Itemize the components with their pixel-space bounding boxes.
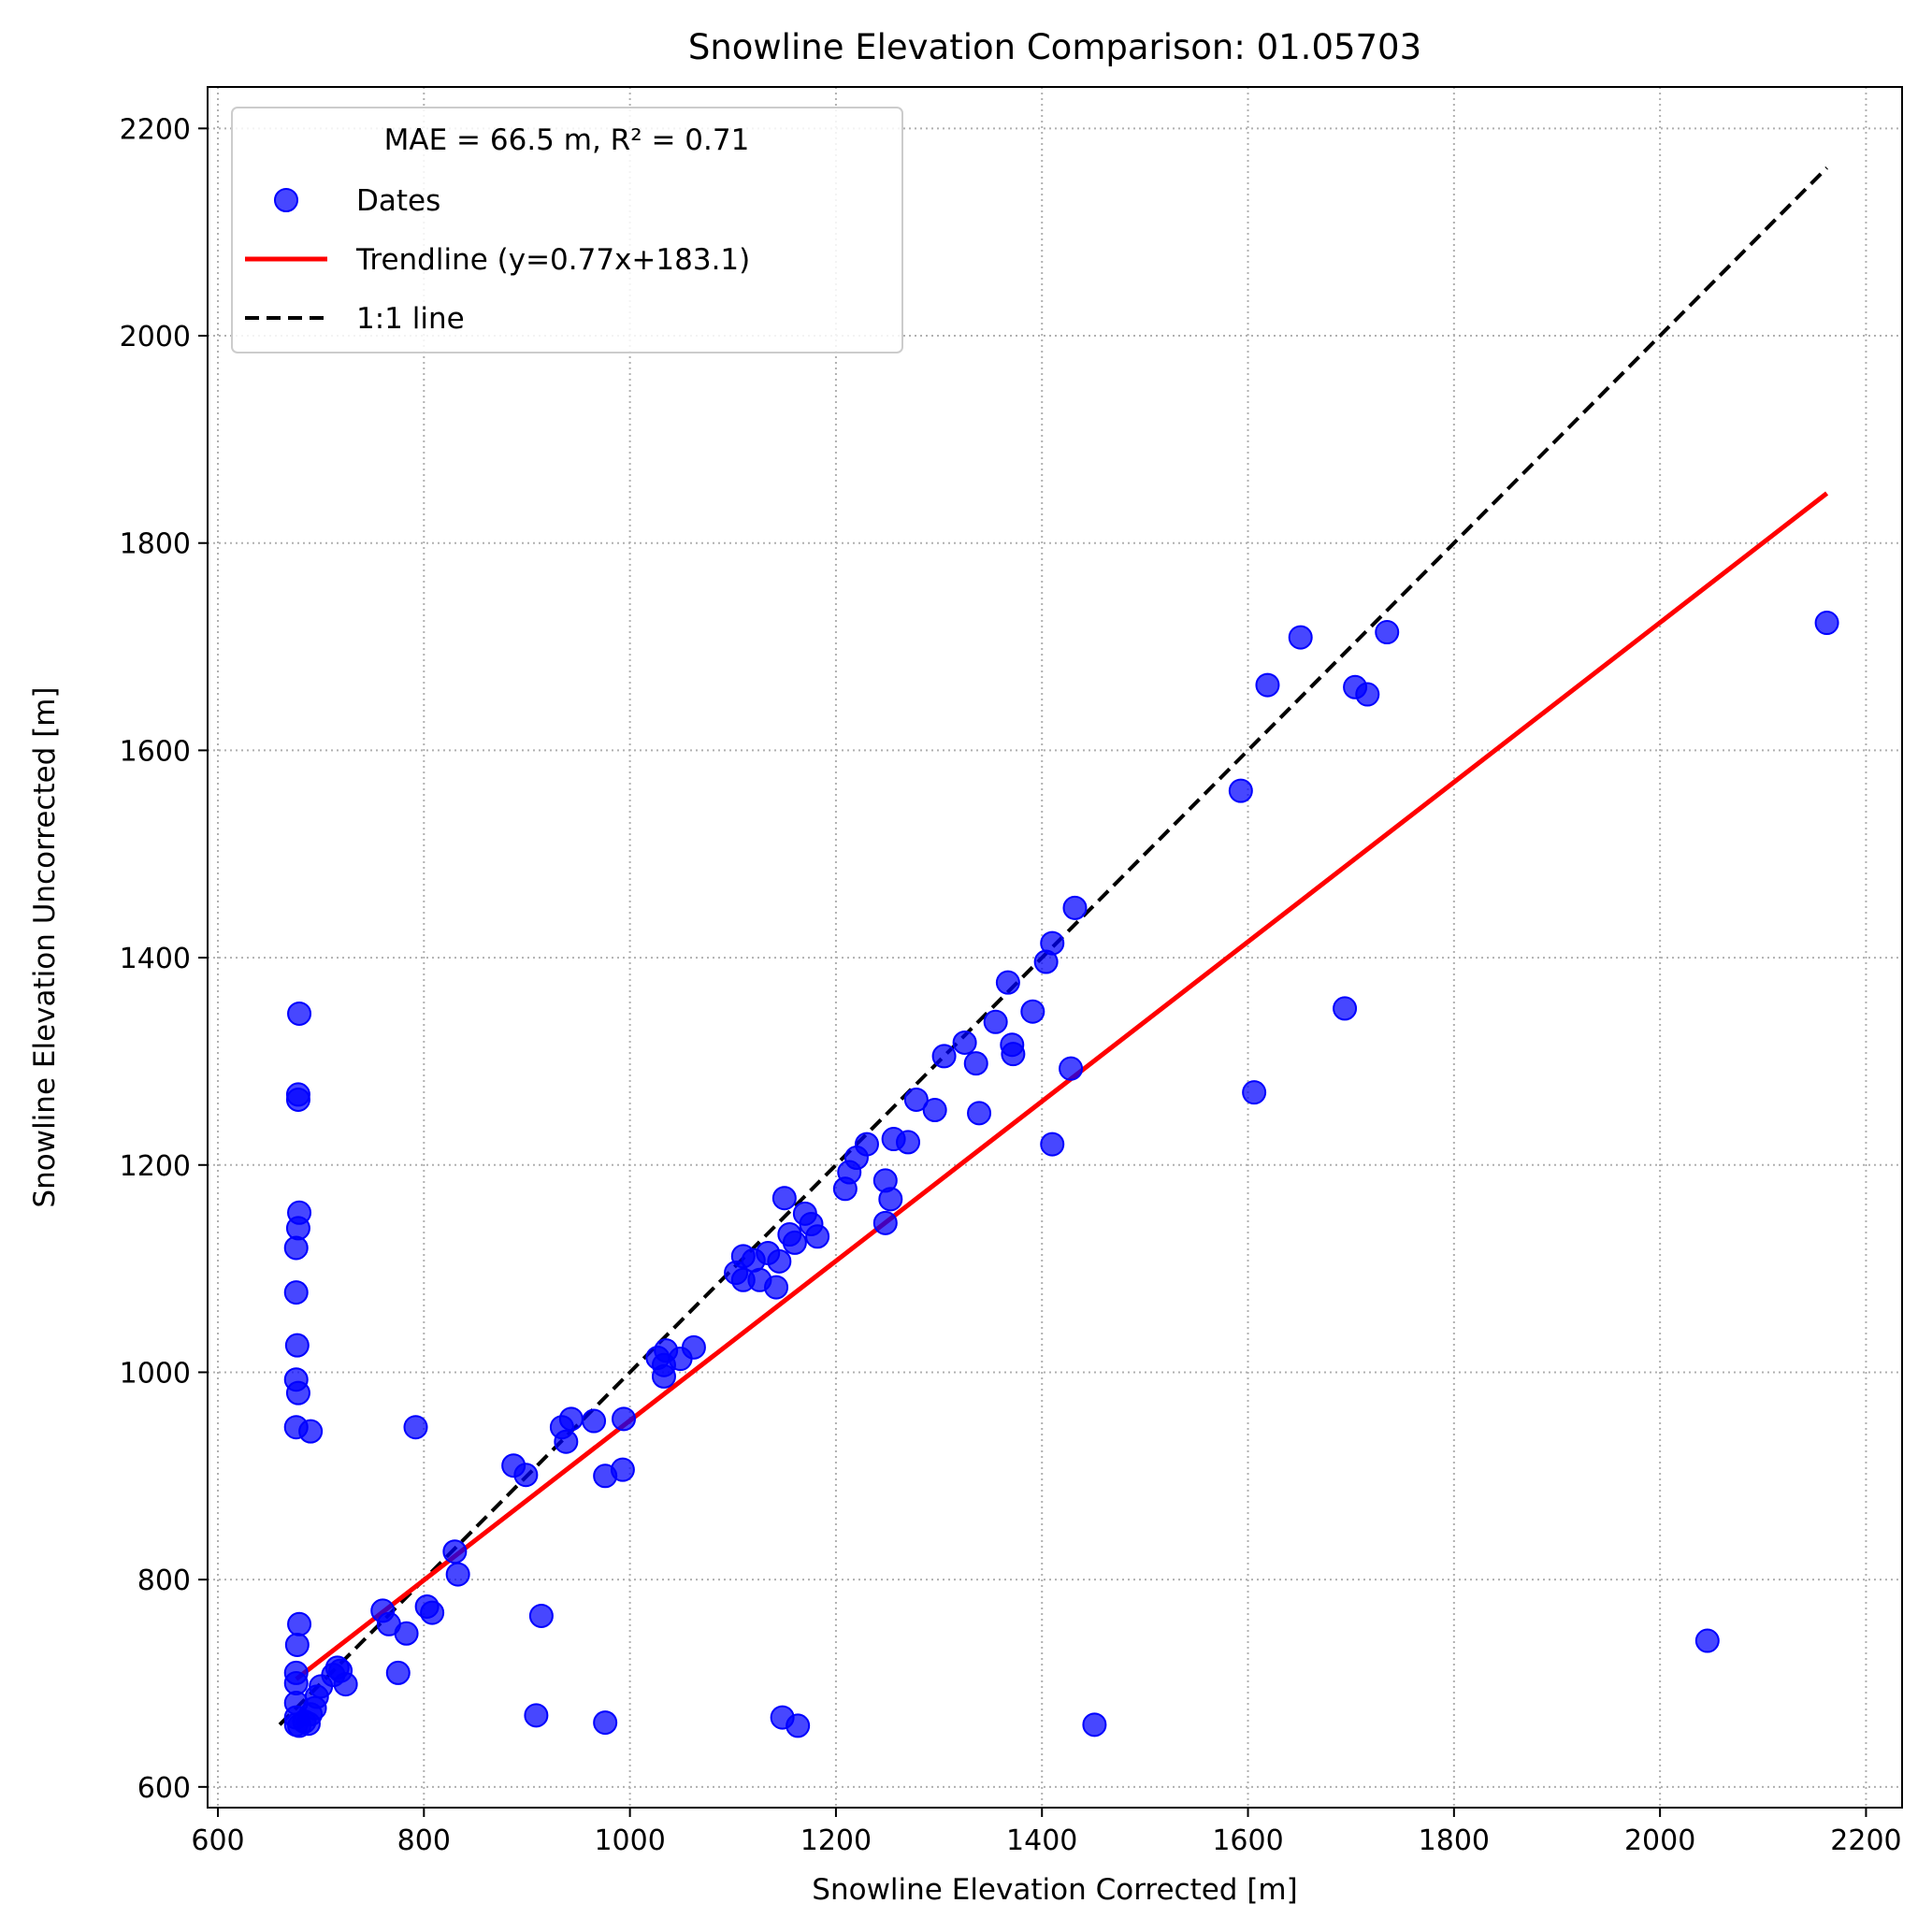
data-point (983, 1009, 1008, 1034)
data-point (284, 1333, 310, 1358)
x-tick-label: 2000 (1624, 1824, 1695, 1857)
data-point (922, 1098, 947, 1123)
data-point (1333, 996, 1358, 1021)
legend: MAE = 66.5 m, R² = 0.71 Dates Trendline … (231, 107, 903, 353)
x-tick-label: 1200 (800, 1824, 872, 1857)
data-point (681, 1334, 706, 1360)
y-tick-label: 1000 (120, 1357, 191, 1390)
data-point (612, 1406, 637, 1432)
data-point (442, 1539, 468, 1564)
data-point (285, 1380, 310, 1406)
data-point (764, 1275, 789, 1300)
y-tick-label: 2000 (120, 321, 191, 353)
data-point (878, 1187, 903, 1212)
trendline (295, 491, 1829, 1681)
data-point (1040, 930, 1065, 956)
x-tick-label: 1400 (1006, 1824, 1077, 1857)
data-point (287, 1001, 312, 1026)
y-axis-ticks: 600 800 1000 1200 1400 1600 1800 2000 2200 (120, 113, 208, 1805)
trendline-layer (295, 491, 1829, 1681)
data-point (771, 1186, 797, 1211)
data-point (445, 1562, 470, 1587)
y-tick-label: 600 (137, 1772, 191, 1805)
data-point (1255, 672, 1280, 698)
data-point (385, 1660, 411, 1685)
data-point (287, 1611, 312, 1636)
data-point (1242, 1080, 1267, 1105)
data-point (1694, 1628, 1720, 1653)
y-tick-label: 1600 (120, 735, 191, 768)
legend-box (231, 107, 903, 353)
data-point (767, 1248, 792, 1274)
y-tick-label: 1800 (120, 528, 191, 561)
x-tick-label: 2200 (1830, 1824, 1901, 1857)
data-points (283, 611, 1839, 1738)
data-point (1375, 620, 1400, 645)
x-axis-title: Snowline Elevation Corrected [m] (812, 1873, 1297, 1907)
data-point (903, 1087, 929, 1112)
data-point (931, 1044, 957, 1069)
plot-area-frame (207, 86, 1903, 1809)
y-tick-label: 1400 (120, 943, 191, 975)
data-point (554, 1429, 579, 1454)
legend-label-dates: Dates (356, 184, 440, 218)
x-tick-label: 1000 (594, 1824, 665, 1857)
data-point (1082, 1712, 1107, 1737)
y-tick-label: 2200 (120, 113, 191, 146)
data-point (1001, 1042, 1026, 1067)
data-point (1288, 625, 1313, 650)
data-point (1814, 611, 1839, 636)
data-point (1059, 1056, 1084, 1081)
data-point (967, 1101, 992, 1126)
data-point (786, 1713, 811, 1738)
data-point (952, 1030, 977, 1055)
data-point (995, 970, 1020, 995)
y-tick-label: 1200 (120, 1150, 191, 1183)
data-point (872, 1210, 898, 1235)
data-point (403, 1415, 428, 1440)
data-point (298, 1419, 324, 1444)
data-point (854, 1132, 879, 1157)
legend-marker-dates (274, 188, 298, 212)
data-point (896, 1130, 921, 1155)
chart-title: Snowline Elevation Comparison: 01.05703 (688, 27, 1421, 67)
data-point (593, 1710, 618, 1736)
x-tick-label: 1800 (1419, 1824, 1490, 1857)
data-point (1228, 778, 1253, 803)
data-point (610, 1457, 635, 1482)
data-point (963, 1051, 988, 1076)
data-point (1062, 895, 1088, 920)
data-point (558, 1406, 584, 1432)
data-point (283, 1235, 309, 1261)
data-point (528, 1603, 554, 1628)
data-point (285, 1087, 310, 1112)
data-point (513, 1463, 539, 1488)
data-point (805, 1224, 830, 1249)
x-tick-label: 600 (191, 1824, 244, 1857)
legend-label-one-to-one: 1:1 line (356, 302, 465, 336)
y-axis-title: Snowline Elevation Uncorrected [m] (28, 686, 62, 1207)
x-tick-label: 800 (397, 1824, 451, 1857)
y-tick-label: 800 (137, 1564, 191, 1597)
x-tick-label: 1600 (1212, 1824, 1283, 1857)
data-point (394, 1621, 419, 1646)
data-point (524, 1703, 549, 1728)
x-axis-ticks: 600 800 1000 1200 1400 1600 1800 2000 2200 (191, 1808, 1902, 1857)
data-point (283, 1280, 309, 1305)
data-point (420, 1600, 445, 1625)
legend-title: MAE = 66.5 m, R² = 0.71 (384, 123, 750, 157)
data-point (1355, 682, 1380, 707)
data-point (284, 1632, 310, 1657)
data-point (782, 1230, 807, 1255)
data-point (582, 1408, 607, 1434)
data-point (1020, 999, 1045, 1024)
data-point (1040, 1132, 1065, 1157)
legend-label-trendline: Trendline (y=0.77x+183.1) (355, 243, 750, 277)
data-point (333, 1672, 358, 1697)
